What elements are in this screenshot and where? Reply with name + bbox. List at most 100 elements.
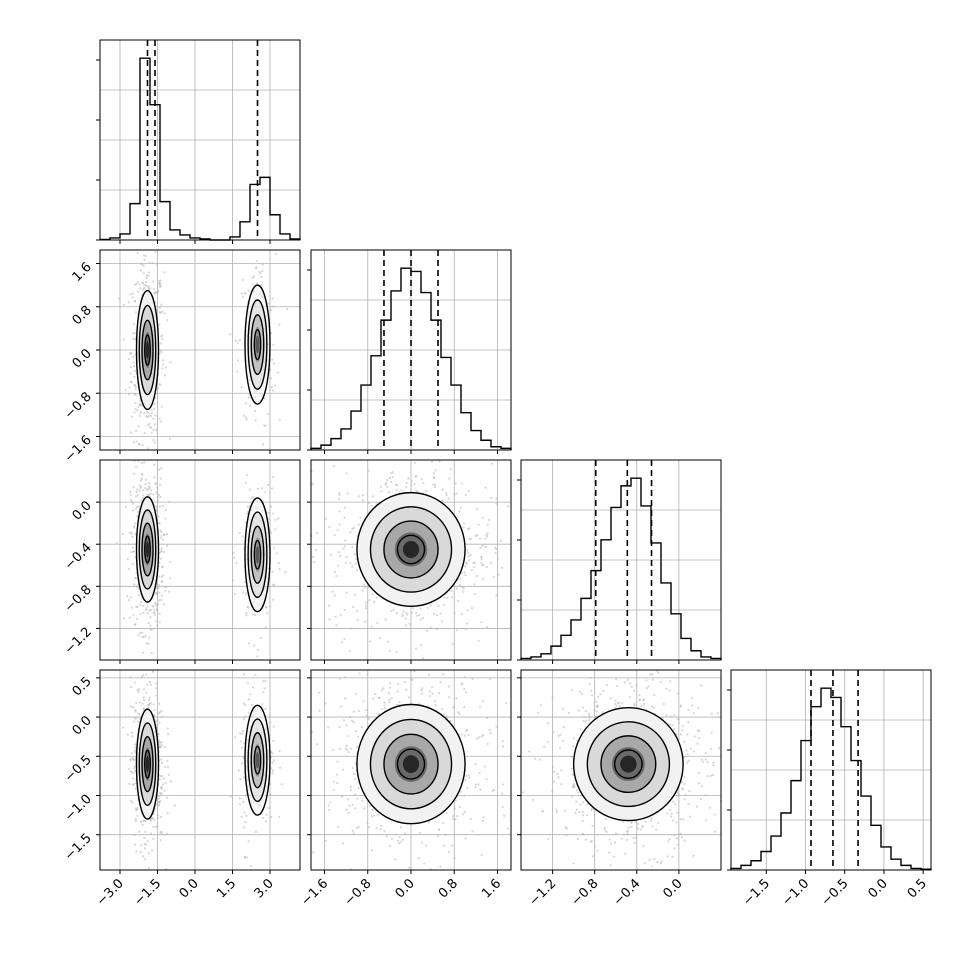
scatter-point — [397, 839, 400, 842]
scatter-point — [162, 777, 165, 780]
scatter-point — [575, 808, 578, 811]
scatter-point — [412, 607, 415, 610]
scatter-point — [375, 596, 378, 599]
scatter-point — [343, 516, 346, 519]
scatter-point — [495, 594, 498, 597]
scatter-point — [578, 709, 581, 712]
scatter-point — [677, 793, 681, 797]
scatter-point — [277, 561, 280, 565]
scatter-point — [402, 610, 405, 613]
scatter-point — [133, 843, 137, 846]
scatter-point — [478, 736, 481, 739]
scatter-point — [252, 495, 255, 498]
scatter-point — [589, 676, 592, 679]
scatter-point — [157, 738, 160, 742]
scatter-point — [157, 797, 160, 800]
scatter-point — [416, 614, 419, 617]
scatter-point — [160, 580, 163, 583]
scatter-point — [474, 763, 477, 766]
scatter-point — [470, 607, 474, 610]
scatter-point — [425, 489, 428, 493]
scatter-point — [450, 844, 453, 847]
contour-line — [253, 329, 262, 361]
scatter-point — [154, 482, 157, 485]
scatter-point — [149, 616, 152, 619]
scatter-point — [604, 817, 607, 821]
scatter-point — [472, 566, 476, 569]
scatter-point — [420, 687, 423, 690]
scatter-point — [525, 641, 527, 643]
scatter-point — [477, 523, 480, 526]
scatter-point — [668, 689, 671, 692]
scatter-point — [336, 760, 339, 763]
scatter-point — [130, 550, 133, 553]
scatter-point — [464, 573, 467, 577]
scatter-point — [438, 691, 441, 695]
scatter-point — [704, 819, 707, 822]
scatter-point — [159, 529, 162, 532]
scatter-point — [587, 719, 590, 722]
scatter-point — [331, 590, 334, 593]
scatter-point — [134, 408, 137, 411]
scatter-point — [139, 612, 142, 616]
scatter-point — [329, 553, 332, 557]
scatter-point — [389, 443, 391, 445]
scatter-point — [344, 675, 347, 679]
scatter-panel-3-2: −1.2 −0.8 −0.4 0.0 — [517, 645, 722, 909]
scatter-point — [122, 303, 126, 306]
scatter-point — [257, 648, 260, 652]
scatter-point — [130, 415, 133, 418]
scatter-point — [133, 583, 136, 586]
scatter-point — [353, 593, 356, 596]
scatter-point — [383, 707, 386, 710]
scatter-point — [604, 645, 606, 647]
scatter-point — [543, 745, 546, 748]
scatter-point — [684, 793, 687, 796]
scatter-point — [423, 862, 426, 865]
scatter-point — [445, 493, 448, 497]
scatter-point — [421, 841, 424, 844]
scatter-point — [623, 681, 626, 684]
scatter-point — [365, 708, 368, 712]
scatter-point — [477, 783, 480, 786]
scatter-point — [255, 471, 257, 473]
scatter-point — [569, 755, 572, 758]
scatter-point — [452, 658, 454, 660]
scatter-point — [398, 701, 401, 704]
scatter-point — [484, 537, 487, 540]
scatter-point — [614, 699, 617, 702]
scatter-point — [455, 587, 458, 590]
scatter-point — [563, 809, 566, 812]
scatter-point — [155, 682, 158, 685]
scatter-point — [633, 704, 636, 707]
scatter-point — [349, 747, 353, 750]
scatter-point — [420, 477, 423, 481]
scatter-point — [133, 770, 137, 773]
y-tick-label: −0.4 — [62, 540, 95, 573]
scatter-point — [458, 805, 461, 809]
scatter-point — [474, 783, 478, 786]
scatter-point — [687, 802, 690, 805]
scatter-point — [452, 706, 455, 709]
scatter-point — [500, 566, 504, 569]
scatter-point — [463, 810, 466, 814]
contour-line — [138, 304, 157, 396]
scatter-point — [157, 289, 160, 293]
scatter-point — [386, 640, 390, 643]
panel-content — [311, 658, 510, 870]
scatter-point — [439, 612, 442, 615]
scatter-point — [367, 667, 369, 669]
contour-line — [135, 289, 160, 411]
scatter-point — [629, 682, 632, 685]
scatter-point — [343, 545, 347, 548]
scatter-point — [137, 720, 140, 723]
histogram-step-line — [310, 267, 512, 450]
scatter-point — [138, 287, 142, 290]
scatter-point — [152, 456, 154, 458]
scatter-point — [383, 704, 386, 707]
x-tick-label: 0.0 — [177, 876, 202, 901]
scatter-point — [637, 822, 640, 825]
scatter-point — [131, 296, 134, 299]
scatter-point — [587, 652, 589, 654]
x-tick-label: 3.0 — [252, 876, 277, 901]
